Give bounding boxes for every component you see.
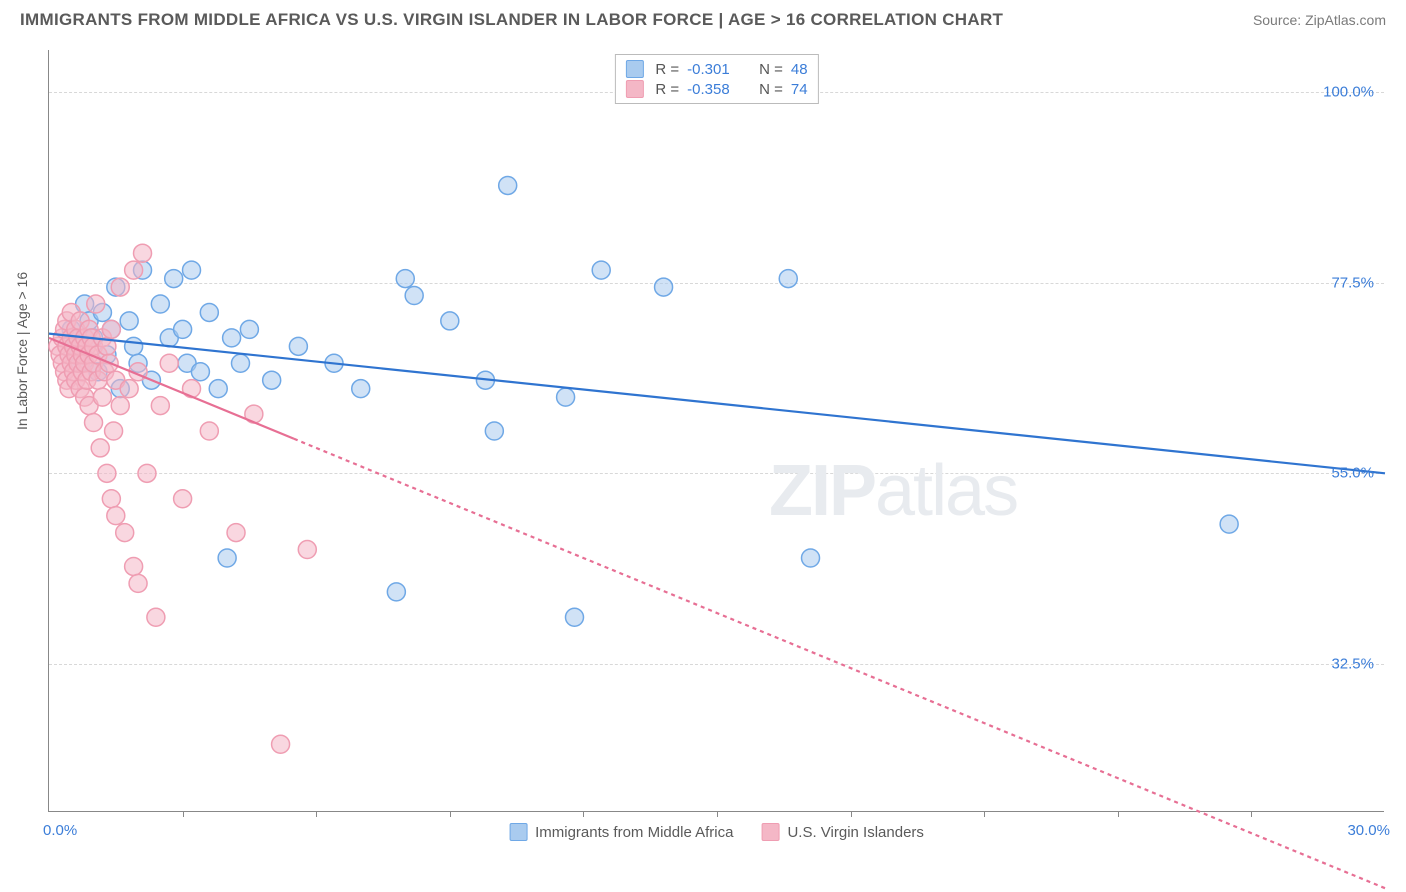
data-point: [134, 244, 152, 262]
legend-swatch: [761, 823, 779, 841]
correlation-legend: R = -0.301 N = 48 R = -0.358 N = 74: [614, 54, 818, 104]
scatter-svg: [49, 50, 1384, 811]
x-tick: [583, 811, 584, 817]
x-tick: [450, 811, 451, 817]
r-value: -0.301: [687, 61, 741, 78]
data-point: [231, 354, 249, 372]
data-point: [120, 380, 138, 398]
data-point: [396, 270, 414, 288]
y-tick-label: 100.0%: [1323, 84, 1374, 101]
r-label: R =: [655, 61, 679, 78]
data-point: [102, 490, 120, 508]
data-point: [87, 295, 105, 313]
x-tick: [717, 811, 718, 817]
legend-row: R = -0.358 N = 74: [625, 79, 807, 99]
x-min-label: 0.0%: [43, 822, 77, 839]
data-point: [120, 312, 138, 330]
x-tick: [183, 811, 184, 817]
data-point: [209, 380, 227, 398]
data-point: [223, 329, 241, 347]
data-point: [125, 557, 143, 575]
chart-title: IMMIGRANTS FROM MIDDLE AFRICA VS U.S. VI…: [20, 10, 1003, 30]
legend-label: U.S. Virgin Islanders: [787, 824, 923, 841]
data-point: [102, 320, 120, 338]
data-point: [129, 574, 147, 592]
chart-plot-area: ZIPatlas R =-0.301N =48R =-0.358N =74 Im…: [48, 50, 1384, 812]
x-tick: [1118, 811, 1119, 817]
data-point: [200, 422, 218, 440]
data-point: [147, 608, 165, 626]
x-tick: [316, 811, 317, 817]
data-point: [200, 303, 218, 321]
data-point: [565, 608, 583, 626]
data-point: [802, 549, 820, 567]
x-max-label: 30.0%: [1347, 822, 1390, 839]
data-point: [105, 422, 123, 440]
data-point: [93, 388, 111, 406]
legend-swatch: [509, 823, 527, 841]
data-point: [165, 270, 183, 288]
data-point: [655, 278, 673, 296]
data-point: [111, 397, 129, 415]
series-legend: Immigrants from Middle Africa U.S. Virgin…: [509, 823, 924, 841]
legend-item: U.S. Virgin Islanders: [761, 823, 923, 841]
data-point: [107, 507, 125, 525]
data-point: [227, 524, 245, 542]
data-point: [298, 541, 316, 559]
n-label: N =: [759, 61, 783, 78]
data-point: [85, 414, 103, 432]
y-tick-label: 77.5%: [1331, 274, 1374, 291]
data-point: [592, 261, 610, 279]
x-tick: [1251, 811, 1252, 817]
data-point: [160, 354, 178, 372]
data-point: [191, 363, 209, 381]
data-point: [263, 371, 281, 389]
data-point: [111, 278, 129, 296]
legend-swatch: [625, 80, 643, 98]
n-value: 48: [791, 61, 808, 78]
data-point: [151, 397, 169, 415]
data-point: [151, 295, 169, 313]
data-point: [272, 735, 290, 753]
trend-line: [49, 334, 1385, 474]
n-value: 74: [791, 81, 808, 98]
data-point: [352, 380, 370, 398]
data-point: [485, 422, 503, 440]
data-point: [1220, 515, 1238, 533]
data-point: [240, 320, 258, 338]
data-point: [125, 261, 143, 279]
data-point: [98, 464, 116, 482]
data-point: [387, 583, 405, 601]
legend-swatch: [625, 60, 643, 78]
r-value: -0.358: [687, 81, 741, 98]
n-label: N =: [759, 81, 783, 98]
y-tick-label: 32.5%: [1331, 655, 1374, 672]
legend-row: R = -0.301 N = 48: [625, 59, 807, 79]
source-label: Source: ZipAtlas.com: [1253, 12, 1386, 28]
data-point: [183, 261, 201, 279]
data-point: [289, 337, 307, 355]
data-point: [174, 320, 192, 338]
y-axis-label: In Labor Force | Age > 16: [14, 272, 30, 430]
y-tick-label: 55.0%: [1331, 465, 1374, 482]
data-point: [499, 176, 517, 194]
data-point: [405, 287, 423, 305]
data-point: [138, 464, 156, 482]
title-bar: IMMIGRANTS FROM MIDDLE AFRICA VS U.S. VI…: [0, 0, 1406, 38]
data-point: [779, 270, 797, 288]
trend-line-extrapolated: [294, 439, 1385, 888]
legend-label: Immigrants from Middle Africa: [535, 824, 733, 841]
legend-item: Immigrants from Middle Africa: [509, 823, 733, 841]
data-point: [174, 490, 192, 508]
r-label: R =: [655, 81, 679, 98]
x-tick: [851, 811, 852, 817]
data-point: [218, 549, 236, 567]
data-point: [557, 388, 575, 406]
data-point: [91, 439, 109, 457]
data-point: [441, 312, 459, 330]
data-point: [116, 524, 134, 542]
x-tick: [984, 811, 985, 817]
data-point: [125, 337, 143, 355]
